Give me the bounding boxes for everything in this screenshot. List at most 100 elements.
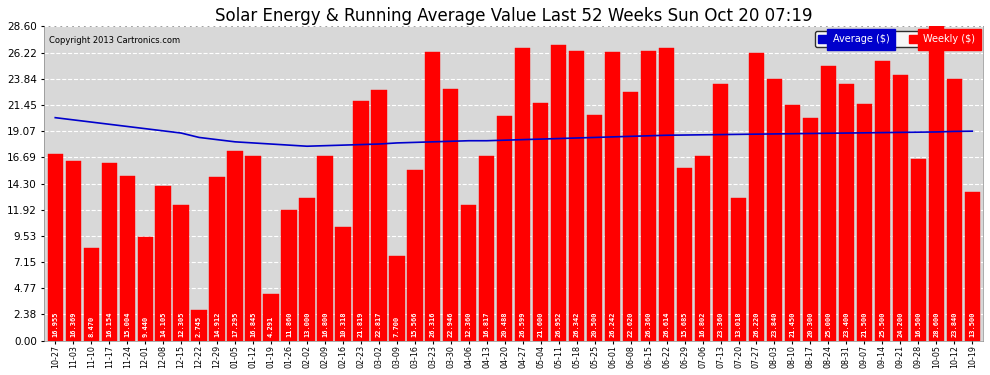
Bar — [281, 210, 297, 340]
Text: 23.840: 23.840 — [951, 312, 957, 338]
Bar — [767, 79, 782, 340]
Bar — [875, 60, 890, 340]
Bar — [569, 51, 584, 340]
Bar — [803, 118, 818, 340]
Bar — [444, 88, 458, 340]
Bar — [785, 105, 800, 340]
Bar — [695, 156, 710, 340]
Text: 15.566: 15.566 — [412, 312, 418, 338]
Bar — [407, 170, 423, 340]
Bar — [587, 116, 602, 340]
Text: 20.300: 20.300 — [808, 312, 814, 338]
Text: 21.819: 21.819 — [358, 312, 364, 338]
Text: 13.000: 13.000 — [304, 312, 310, 338]
Legend: Average ($), Weekly ($): Average ($), Weekly ($) — [815, 32, 978, 47]
Bar — [623, 92, 639, 340]
Bar — [173, 206, 189, 340]
Bar — [155, 186, 170, 340]
Bar — [246, 156, 260, 340]
Bar — [120, 176, 135, 340]
Text: 26.316: 26.316 — [430, 312, 436, 338]
Title: Solar Energy & Running Average Value Last 52 Weeks Sun Oct 20 07:19: Solar Energy & Running Average Value Las… — [215, 7, 813, 25]
Text: 16.955: 16.955 — [52, 312, 58, 338]
Bar — [856, 105, 872, 340]
Text: Copyright 2013 Cartronics.com: Copyright 2013 Cartronics.com — [50, 36, 180, 45]
Bar — [65, 161, 81, 340]
Text: 14.912: 14.912 — [214, 312, 220, 338]
Text: 15.004: 15.004 — [124, 312, 130, 338]
Text: 21.600: 21.600 — [538, 312, 544, 338]
Bar — [389, 256, 405, 340]
Bar — [336, 227, 350, 340]
Text: 21.450: 21.450 — [789, 312, 795, 338]
Text: 11.860: 11.860 — [286, 312, 292, 338]
Bar — [821, 66, 837, 340]
Text: 14.105: 14.105 — [160, 312, 166, 338]
Bar — [210, 177, 225, 340]
Bar — [748, 53, 764, 340]
Bar — [371, 90, 386, 340]
Text: 13.018: 13.018 — [736, 312, 742, 338]
Text: 28.600: 28.600 — [934, 312, 940, 338]
Text: 23.840: 23.840 — [771, 312, 777, 338]
Bar — [839, 84, 854, 340]
Bar — [138, 237, 152, 340]
Bar — [677, 168, 692, 340]
Bar — [659, 48, 674, 340]
Text: 25.000: 25.000 — [826, 312, 832, 338]
Text: 26.952: 26.952 — [555, 312, 561, 338]
Text: 16.154: 16.154 — [106, 312, 112, 338]
Text: 26.242: 26.242 — [610, 312, 616, 338]
Text: 16.817: 16.817 — [484, 312, 490, 338]
Text: 26.360: 26.360 — [645, 312, 651, 338]
Bar — [946, 79, 962, 340]
Text: 16.802: 16.802 — [700, 312, 706, 338]
Bar — [353, 101, 368, 340]
Text: 26.614: 26.614 — [663, 312, 669, 338]
Bar — [533, 104, 548, 340]
Text: 12.360: 12.360 — [466, 312, 472, 338]
Text: 20.500: 20.500 — [592, 312, 598, 338]
Text: 17.295: 17.295 — [232, 312, 238, 338]
Text: 26.342: 26.342 — [573, 312, 580, 338]
Bar — [83, 248, 99, 340]
Bar — [605, 53, 621, 340]
Text: 16.800: 16.800 — [322, 312, 328, 338]
Bar — [48, 154, 63, 340]
Bar — [425, 52, 441, 340]
Bar — [461, 205, 476, 340]
Bar — [731, 198, 746, 340]
Bar — [318, 156, 333, 340]
Text: 24.200: 24.200 — [897, 312, 903, 338]
Text: 23.360: 23.360 — [718, 312, 724, 338]
Text: 12.305: 12.305 — [178, 312, 184, 338]
Text: 10.318: 10.318 — [340, 312, 346, 338]
Text: 23.400: 23.400 — [843, 312, 849, 338]
Text: 13.500: 13.500 — [969, 312, 975, 338]
Text: 26.220: 26.220 — [753, 312, 759, 338]
Text: 26.599: 26.599 — [520, 312, 526, 338]
Text: 9.440: 9.440 — [143, 316, 148, 338]
Text: 22.946: 22.946 — [447, 312, 453, 338]
Text: 16.845: 16.845 — [250, 312, 256, 338]
Bar — [964, 192, 980, 340]
Text: 22.817: 22.817 — [376, 312, 382, 338]
Text: 22.620: 22.620 — [628, 312, 634, 338]
Bar — [497, 116, 513, 340]
Text: 7.700: 7.700 — [394, 316, 400, 338]
Text: 2.745: 2.745 — [196, 316, 202, 338]
Text: 8.470: 8.470 — [88, 316, 94, 338]
Bar — [911, 159, 926, 340]
Bar — [479, 156, 494, 340]
Text: 15.685: 15.685 — [681, 312, 688, 338]
Text: 16.369: 16.369 — [70, 312, 76, 338]
Bar — [102, 163, 117, 340]
Text: 16.500: 16.500 — [916, 312, 922, 338]
Bar — [191, 310, 207, 340]
Bar — [641, 51, 656, 340]
Bar — [713, 84, 729, 340]
Text: 25.500: 25.500 — [879, 312, 885, 338]
Bar — [893, 75, 908, 340]
Bar — [551, 45, 566, 340]
Bar — [263, 294, 278, 340]
